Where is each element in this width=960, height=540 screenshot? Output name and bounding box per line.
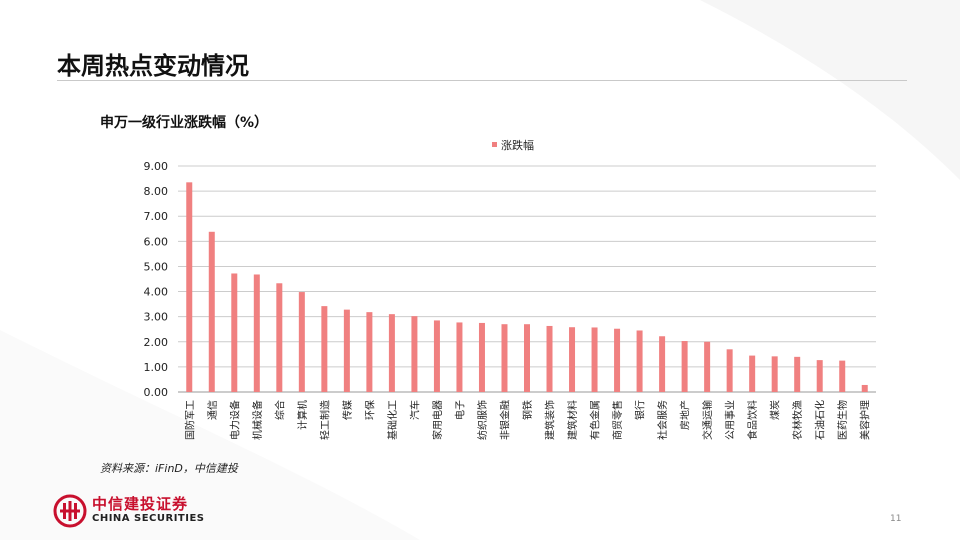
legend-swatch bbox=[492, 142, 497, 147]
x-tick-label: 电子 bbox=[453, 400, 466, 420]
x-tick-label: 医药生物 bbox=[836, 400, 849, 440]
citic-logo-icon bbox=[53, 494, 87, 528]
bar bbox=[726, 349, 733, 392]
x-tick-label: 轻工制造 bbox=[318, 400, 331, 440]
bar bbox=[569, 327, 576, 392]
bar bbox=[321, 306, 328, 392]
x-tick-label: 传媒 bbox=[342, 400, 354, 420]
y-tick-label: 3.00 bbox=[144, 311, 169, 324]
legend: 涨跌幅 bbox=[492, 138, 534, 152]
x-tick-label: 钢铁 bbox=[521, 400, 534, 420]
bar bbox=[794, 356, 801, 392]
bar bbox=[231, 273, 238, 392]
x-tick-label: 电力设备 bbox=[228, 400, 241, 440]
y-tick-label: 1.00 bbox=[144, 361, 169, 374]
x-tick-label: 通信 bbox=[207, 400, 219, 420]
x-tick-label: 国防军工 bbox=[183, 400, 196, 440]
x-tick-label: 计算机 bbox=[296, 400, 309, 430]
y-tick-label: 6.00 bbox=[144, 235, 169, 248]
x-tick-label: 建筑装饰 bbox=[544, 400, 557, 440]
bars bbox=[186, 182, 868, 392]
logo-text-cn: 中信建投证券 bbox=[92, 495, 189, 513]
x-tick-label: 有色金属 bbox=[589, 400, 602, 440]
bar bbox=[478, 322, 485, 392]
title-divider bbox=[57, 80, 907, 81]
bar bbox=[298, 292, 305, 392]
y-tick-label: 5.00 bbox=[144, 260, 169, 273]
bar bbox=[614, 328, 621, 392]
x-tick-label: 综合 bbox=[273, 400, 286, 420]
bar bbox=[524, 324, 530, 392]
bar bbox=[276, 283, 283, 392]
x-tick-label: 家用电器 bbox=[431, 400, 444, 440]
bar bbox=[208, 231, 215, 392]
bar bbox=[366, 312, 373, 392]
bar bbox=[253, 274, 260, 392]
x-tick-label: 基础化工 bbox=[386, 400, 399, 440]
x-axis: 国防军工 通信 电力设备 机械设备 综合 计算机 轻工制造 传媒 环保 基础化工 汽车 家用电器 电子纺… bbox=[183, 400, 871, 440]
bar bbox=[681, 341, 688, 392]
bar bbox=[704, 341, 711, 392]
x-tick-label: 美容护理 bbox=[859, 400, 872, 440]
bar bbox=[591, 327, 598, 392]
legend-label: 涨跌幅 bbox=[501, 138, 534, 152]
y-tick-label: 4.00 bbox=[144, 286, 169, 299]
bar bbox=[771, 356, 778, 392]
y-tick-label: 7.00 bbox=[144, 210, 169, 223]
x-tick-label: 建筑材料 bbox=[566, 400, 579, 440]
bar bbox=[749, 355, 756, 392]
bar bbox=[433, 320, 440, 392]
bar bbox=[456, 322, 463, 392]
page-title: 本周热点变动情况 bbox=[57, 52, 249, 80]
bar bbox=[839, 360, 846, 392]
bar bbox=[861, 384, 868, 392]
x-tick-label: 房地产 bbox=[679, 400, 692, 430]
y-tick-label: 2.00 bbox=[144, 336, 169, 349]
y-tick-label: 0.00 bbox=[144, 386, 169, 399]
x-tick-label: 环保 bbox=[363, 400, 376, 420]
x-tick-label: 银行 bbox=[634, 400, 647, 420]
x-tick-label: 农林牧渔 bbox=[791, 400, 804, 440]
y-tick-label: 8.00 bbox=[144, 185, 169, 198]
bar bbox=[659, 336, 666, 392]
chart-title: 申万一级行业涨跌幅（%） bbox=[100, 115, 269, 131]
bar bbox=[636, 330, 643, 392]
source-note: 资料来源：iFinD，中信建投 bbox=[100, 462, 238, 475]
company-logo: 中信建投证券 CHINA SECURITIES bbox=[52, 493, 212, 529]
y-tick-label: 9.00 bbox=[144, 160, 169, 173]
bar bbox=[501, 324, 508, 392]
x-tick-label: 汽车 bbox=[408, 400, 421, 420]
bar bbox=[411, 316, 418, 392]
logo-text-en: CHINA SECURITIES bbox=[92, 513, 205, 524]
x-tick-label: 纺织服饰 bbox=[476, 400, 489, 440]
x-tick-label: 商贸零售 bbox=[611, 400, 624, 440]
x-tick-label: 非银金融 bbox=[498, 400, 511, 440]
y-axis: 0.00 1.00 2.00 3.00 4.00 5.00 6.00 7.00 8.00 9.00 bbox=[144, 160, 169, 399]
bar bbox=[388, 314, 395, 392]
x-tick-label: 交通运输 bbox=[701, 400, 714, 440]
x-tick-label: 机械设备 bbox=[251, 400, 264, 440]
bar bbox=[186, 182, 193, 392]
page-number: 11 bbox=[890, 514, 902, 524]
x-tick-label: 社会服务 bbox=[656, 400, 669, 440]
x-tick-label: 煤炭 bbox=[769, 400, 782, 420]
x-tick-label: 食品饮料 bbox=[746, 400, 759, 440]
bar bbox=[546, 325, 553, 392]
x-tick-label: 石油石化 bbox=[814, 400, 827, 440]
bar bbox=[343, 309, 350, 392]
gridlines bbox=[178, 165, 876, 393]
bar bbox=[816, 360, 823, 392]
x-tick-label: 公用事业 bbox=[724, 400, 737, 440]
